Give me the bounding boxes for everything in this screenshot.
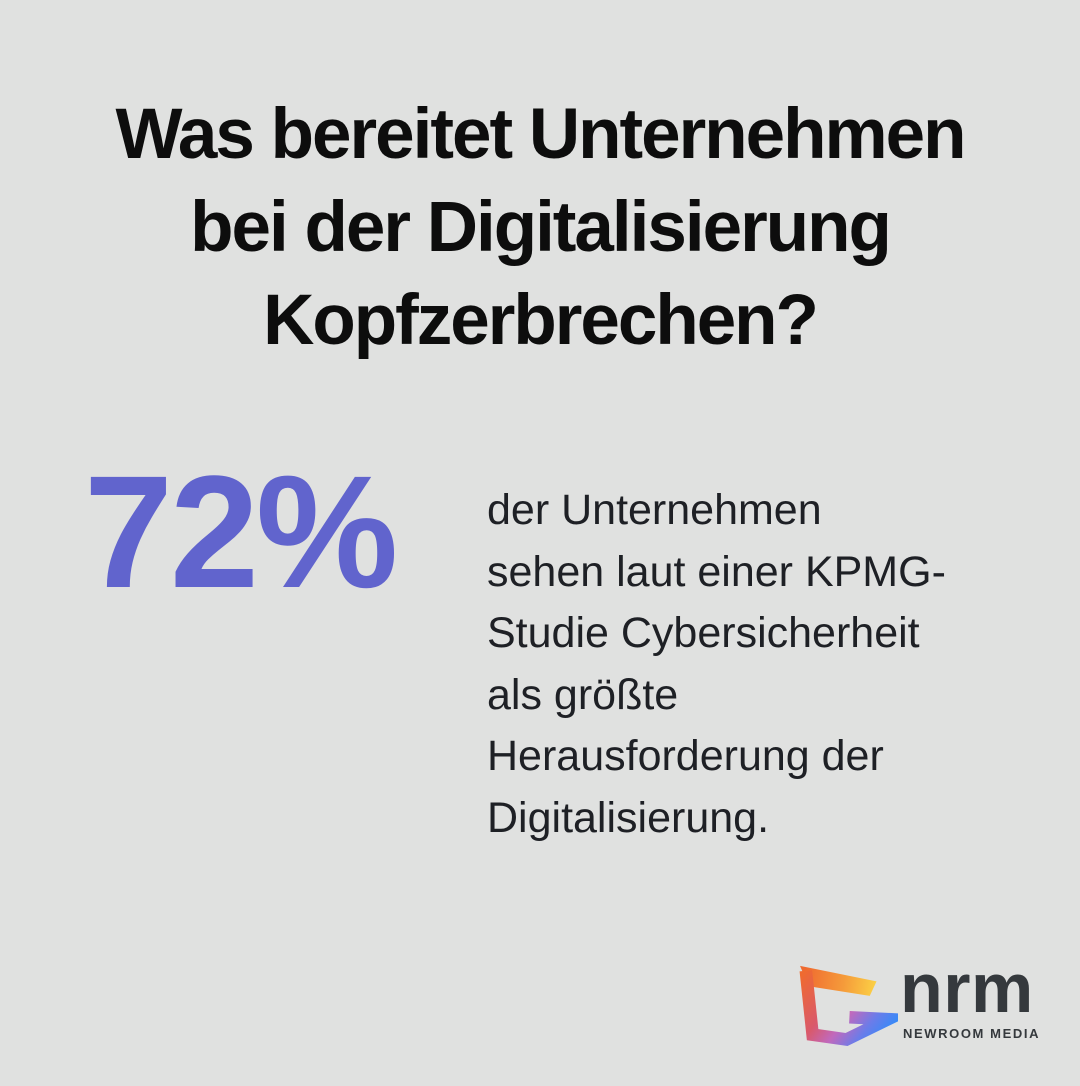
headline-line-1: Was bereitet Unternehmen (115, 95, 967, 174)
stat-description: der Unternehmen sehen laut einer KPMG- S… (487, 480, 997, 849)
page-title: Was bereitet Unternehmen bei der Digital… (0, 88, 1080, 367)
stat-description-line: Herausforderung der (487, 732, 884, 780)
stat-description-line: sehen laut einer KPMG- (487, 547, 946, 596)
newroom-media-logo-icon (799, 965, 898, 1047)
headline-line-3: Kopfzerbrechen? (263, 281, 819, 360)
stat-description-line: Digitalisierung. (487, 793, 770, 842)
stat-description-line: als größte (487, 670, 679, 719)
newroom-media-logo: nrm NEWROOM MEDIA (796, 953, 1046, 1058)
stat-description-line: der Unternehmen (487, 486, 822, 534)
stat-description-line: Studie Cybersicherheit (487, 609, 920, 657)
stat-value: 72% (84, 442, 398, 621)
logo-subtitle-text: NEWROOM MEDIA (903, 1026, 1041, 1041)
logo-brand-text: nrm (900, 949, 1034, 1027)
headline-line-2: bei der Digitalisierung (190, 188, 892, 267)
